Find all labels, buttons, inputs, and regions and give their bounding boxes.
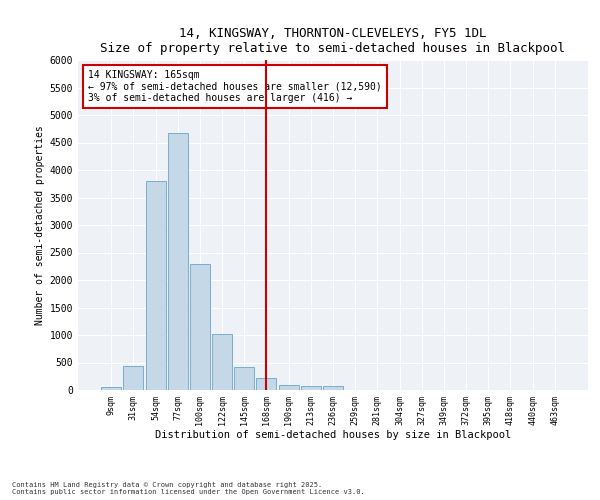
Bar [323, 386, 343, 390]
Bar [278, 384, 299, 390]
Title: 14, KINGSWAY, THORNTON-CLEVELEYS, FY5 1DL
Size of property relative to semi-deta: 14, KINGSWAY, THORNTON-CLEVELEYS, FY5 1D… [101, 26, 566, 54]
Text: Contains HM Land Registry data © Crown copyright and database right 2025.
Contai: Contains HM Land Registry data © Crown c… [12, 482, 365, 495]
X-axis label: Distribution of semi-detached houses by size in Blackpool: Distribution of semi-detached houses by … [155, 430, 511, 440]
Bar [212, 334, 232, 390]
Bar [234, 367, 254, 390]
Y-axis label: Number of semi-detached properties: Number of semi-detached properties [35, 125, 46, 325]
Bar [190, 264, 210, 390]
Bar [124, 366, 143, 390]
Bar [146, 181, 166, 390]
Bar [168, 132, 188, 390]
Text: 14 KINGSWAY: 165sqm
← 97% of semi-detached houses are smaller (12,590)
3% of sem: 14 KINGSWAY: 165sqm ← 97% of semi-detach… [88, 70, 382, 103]
Bar [301, 386, 321, 390]
Bar [101, 387, 121, 390]
Bar [256, 378, 277, 390]
